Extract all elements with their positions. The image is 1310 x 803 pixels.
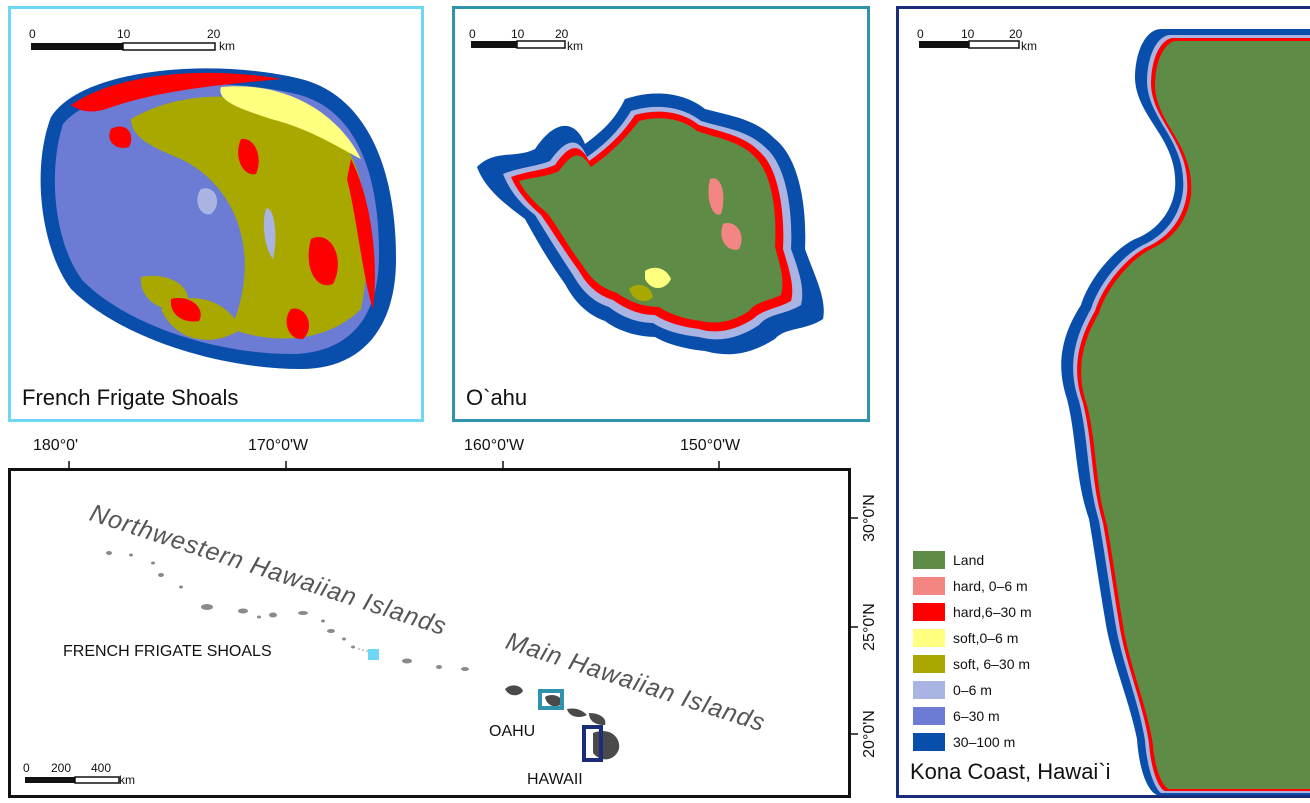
legend-label: hard,6–30 m <box>953 604 1032 620</box>
ffs-scale-unit: km <box>219 39 235 53</box>
kona-scale-unit: km <box>1021 39 1037 53</box>
legend-item-soft-0-6: soft,0–6 m <box>913 625 1032 651</box>
kona-scale-tick-0: 0 <box>917 27 924 41</box>
oahu-panel-title: O`ahu <box>466 385 528 410</box>
legend-item-land: Land <box>913 547 1032 573</box>
nwhi-islands <box>106 551 469 671</box>
place-label-oahu: OAHU <box>489 723 536 740</box>
place-label-hawaii: HAWAII <box>527 771 583 788</box>
ffs-scale-tick-10: 10 <box>117 27 131 41</box>
kona-scale-tick-20: 20 <box>1009 27 1023 41</box>
oahu-map <box>477 93 824 355</box>
ffs-scale-bar-graphic <box>31 42 216 51</box>
ffs-scale-tick-0: 0 <box>29 27 36 41</box>
oahu-scale-bar-graphic <box>471 40 566 49</box>
habitat-legend: Land hard, 0–6 m hard,6–30 m soft,0–6 m … <box>913 547 1032 755</box>
lat-tick-marks <box>850 517 858 735</box>
legend-label: Land <box>953 552 985 568</box>
lon-label-150w: 150°0'W <box>680 437 741 454</box>
ffs-panel-title: French Frigate Shoals <box>22 385 239 410</box>
oahu-scale-tick-0: 0 <box>469 27 476 41</box>
oahu-scale-tick-10: 10 <box>511 27 525 41</box>
legend-swatch <box>913 733 945 751</box>
oahu-scale-tick-20: 20 <box>555 27 569 41</box>
legend-swatch <box>913 655 945 673</box>
locator-map <box>106 551 620 762</box>
legend-label: 30–100 m <box>953 734 1016 750</box>
locator-scale-tick-200: 200 <box>51 761 72 775</box>
kona-coast-map <box>1061 29 1310 795</box>
legend-label: soft, 6–30 m <box>953 656 1031 672</box>
legend-item-hard-0-6: hard, 0–6 m <box>913 573 1032 599</box>
legend-label: 0–6 m <box>953 682 992 698</box>
legend-swatch <box>913 551 945 569</box>
locator-scale-tick-0: 0 <box>23 761 30 775</box>
french-frigate-shoals-panel: 0 10 20 km French Frigate Shoals <box>8 6 424 422</box>
kona-coast-panel: 0 10 20 km Land hard, 0–6 m hard,6–30 m … <box>896 6 1310 798</box>
locator-scale-bar-graphic <box>25 776 120 784</box>
kona-panel-title: Kona Coast, Hawai`i <box>910 759 1111 784</box>
lon-label-170w: 170°0'W <box>248 437 309 454</box>
legend-label: 6–30 m <box>953 708 1000 724</box>
oahu-scale-unit: km <box>567 39 583 53</box>
locator-map-panel: Northwestern Hawaiian Islands Main Hawai… <box>8 468 851 798</box>
locator-scale-tick-400: 400 <box>91 761 112 775</box>
legend-item-hard-6-30: hard,6–30 m <box>913 599 1032 625</box>
lat-label-25n: 25°0'N <box>860 603 878 651</box>
lat-label-30n: 30°0'N <box>860 494 878 542</box>
kona-scale-bar-graphic <box>919 40 1020 49</box>
lon-label-180: 180°0' <box>33 437 79 454</box>
legend-item-30-100: 30–100 m <box>913 729 1032 755</box>
ffs-scale-tick-20: 20 <box>207 27 221 41</box>
legend-item-6-30: 6–30 m <box>913 703 1032 729</box>
oahu-panel: 0 10 20 km O`ahu <box>452 6 870 422</box>
lon-label-160w: 160°0'W <box>464 437 525 454</box>
legend-swatch <box>913 681 945 699</box>
legend-item-soft-6-30: soft, 6–30 m <box>913 651 1032 677</box>
legend-swatch <box>913 629 945 647</box>
legend-label: soft,0–6 m <box>953 630 1019 646</box>
legend-swatch <box>913 577 945 595</box>
legend-item-0-6: 0–6 m <box>913 677 1032 703</box>
place-label-french-frigate-shoals: FRENCH FRIGATE SHOALS <box>63 643 272 660</box>
legend-swatch <box>913 603 945 621</box>
french-frigate-shoals-map <box>40 68 396 369</box>
legend-swatch <box>913 707 945 725</box>
locator-scale-unit: km <box>119 773 135 787</box>
kona-scale-tick-10: 10 <box>961 27 975 41</box>
lat-label-20n: 20°0'N <box>860 710 878 758</box>
legend-label: hard, 0–6 m <box>953 578 1028 594</box>
